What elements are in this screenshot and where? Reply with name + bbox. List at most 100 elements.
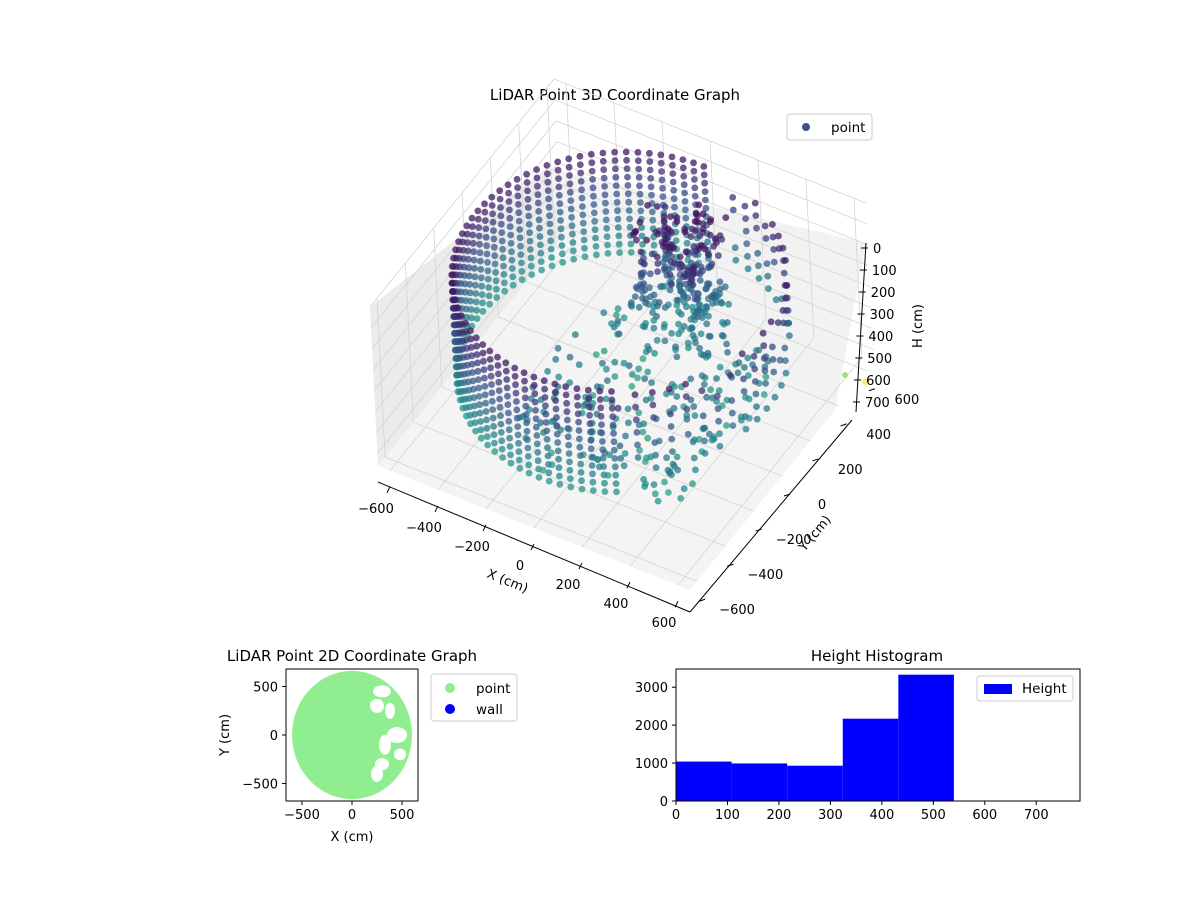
- point-3d: [497, 204, 504, 211]
- point-3d: [653, 203, 661, 210]
- point-3d: [658, 168, 665, 175]
- point-3d: [483, 242, 490, 250]
- point-3d: [675, 320, 682, 328]
- point-3d: [566, 475, 574, 482]
- point-3d: [665, 489, 672, 496]
- point-3d: [658, 176, 666, 184]
- x-tick-label-2d: 500: [390, 808, 415, 823]
- point-3d: [661, 203, 669, 211]
- point-3d: [676, 278, 683, 285]
- point-3d: [661, 223, 669, 231]
- point-3d: [680, 181, 688, 189]
- point-3d: [594, 456, 601, 463]
- point-3d: [603, 224, 611, 232]
- point-3d: [742, 425, 750, 433]
- point-3d: [735, 359, 743, 367]
- point-3d: [516, 465, 524, 472]
- point-3d: [701, 179, 708, 187]
- point-3d: [701, 188, 709, 196]
- y-tick-label: 400: [866, 428, 891, 443]
- point-3d: [551, 380, 559, 388]
- point-3d: [484, 259, 491, 266]
- point-3d: [505, 426, 513, 434]
- point-3d: [587, 428, 594, 436]
- point-3d: [523, 427, 531, 435]
- point-3d: [481, 200, 488, 208]
- point-3d: [474, 367, 482, 375]
- point-3d: [623, 156, 630, 164]
- point-3d: [599, 157, 607, 165]
- point-3d: [762, 235, 770, 242]
- hist-x-tick-label: 300: [818, 808, 843, 823]
- point-3d: [741, 202, 749, 210]
- point-3d: [530, 373, 538, 381]
- point-3d: [472, 334, 480, 342]
- point-3d: [771, 393, 779, 401]
- z-tick-label: 200: [871, 286, 896, 301]
- point-3d: [646, 149, 653, 157]
- point-3d: [517, 242, 524, 250]
- y-ticks-3d: −600 −400 −200 0 200 400 600: [698, 388, 919, 618]
- point-3d: [503, 384, 511, 392]
- point-3d: [684, 294, 692, 302]
- point-3d: [581, 244, 588, 252]
- point-3d: [531, 398, 539, 406]
- point-3d: [646, 166, 654, 174]
- histogram-bar: [898, 674, 954, 801]
- legend-3d-frame: [786, 113, 873, 141]
- point-3d: [514, 423, 522, 430]
- point-3d: [467, 335, 475, 343]
- point-3d: [504, 401, 512, 408]
- point-3d: [556, 480, 564, 488]
- point-3d: [464, 247, 472, 255]
- point-3d: [637, 207, 645, 215]
- point-3d: [579, 203, 586, 210]
- point-3d: [506, 443, 514, 450]
- point-3d: [691, 412, 699, 419]
- point-3d: [650, 291, 658, 299]
- point-3d: [667, 423, 675, 430]
- point-3d: [520, 369, 528, 377]
- point-3d: [482, 233, 490, 241]
- point-3d: [752, 212, 760, 220]
- point-3d: [495, 378, 503, 386]
- point-3d: [533, 174, 541, 182]
- histogram-bar: [676, 761, 732, 801]
- point-3d: [471, 273, 479, 281]
- point-3d: [638, 232, 646, 240]
- point-3d: [589, 184, 597, 192]
- point-3d: [620, 462, 628, 470]
- point-3d: [650, 414, 657, 421]
- point-3d: [516, 234, 524, 242]
- point-3d: [680, 273, 688, 281]
- point-3d: [640, 475, 647, 483]
- point-3d: [753, 415, 761, 423]
- point-3d: [491, 252, 499, 260]
- point-3d: [545, 203, 553, 211]
- point-3d: [635, 174, 643, 181]
- point-3d: [491, 448, 499, 455]
- point-3d: [780, 319, 787, 327]
- point-3d: [742, 413, 749, 420]
- point-3d: [644, 434, 652, 442]
- point-3d: [769, 343, 776, 351]
- point-3d: [504, 392, 511, 400]
- point-3d: [659, 184, 666, 192]
- point-3d: [458, 230, 466, 238]
- point-3d: [588, 159, 596, 167]
- point-3d: [691, 176, 698, 183]
- point-3d: [677, 310, 685, 318]
- point-3d: [705, 312, 712, 320]
- point-3d: [689, 269, 697, 277]
- point-3d: [776, 356, 784, 364]
- legend-point-marker: [445, 683, 455, 693]
- point-3d: [716, 430, 723, 438]
- point-3d: [636, 190, 644, 198]
- point-3d: [586, 420, 594, 428]
- scatter-2d-plot: LiDAR Point 2D Coordinate Graph −500−500…: [218, 647, 518, 845]
- legend-point-label: point: [476, 681, 510, 697]
- point-3d: [611, 463, 619, 471]
- point-3d: [633, 429, 641, 436]
- point-3d: [671, 203, 678, 211]
- point-3d: [729, 206, 737, 214]
